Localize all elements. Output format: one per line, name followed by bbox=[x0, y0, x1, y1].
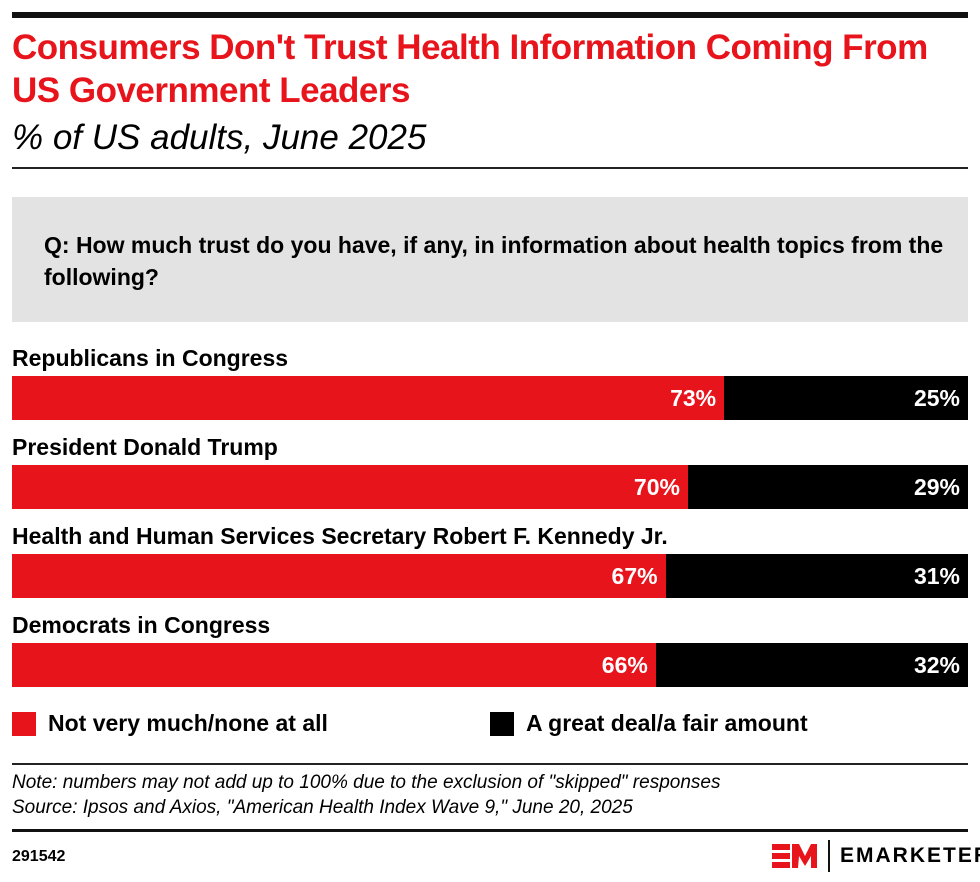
bar-not-very-much: 67% bbox=[12, 554, 666, 598]
bar-great-deal: 29% bbox=[687, 465, 968, 509]
bar-row: 70% 29% bbox=[12, 465, 968, 509]
question-box bbox=[12, 197, 968, 322]
bar-not-very-much: 70% bbox=[12, 465, 688, 509]
legend-label: Not very much/none at all bbox=[48, 710, 328, 736]
brand-name: EMARKETER bbox=[840, 844, 980, 867]
bar-great-deal: 32% bbox=[655, 643, 968, 687]
em-logo-icon bbox=[772, 844, 817, 868]
logo-separator bbox=[828, 840, 830, 872]
data-label: 66% bbox=[601, 651, 648, 678]
chart-subtitle: % of US adults, June 2025 bbox=[12, 118, 427, 157]
legend-label: A great deal/a fair amount bbox=[526, 710, 808, 736]
chart-id: 291542 bbox=[12, 848, 66, 865]
source: Source: Ipsos and Axios, "American Healt… bbox=[12, 797, 633, 818]
category-label: Democrats in Congress bbox=[12, 612, 271, 638]
note: Note: numbers may not add up to 100% due… bbox=[12, 772, 721, 793]
bar-not-very-much: 66% bbox=[12, 643, 656, 687]
data-label: 25% bbox=[913, 384, 960, 411]
legend-item-not-very-much: Not very much/none at all bbox=[12, 710, 328, 737]
bottom-rule bbox=[12, 829, 968, 832]
data-label: 32% bbox=[913, 651, 960, 678]
bar-great-deal: 31% bbox=[665, 554, 968, 598]
bar-row: 66% 32% bbox=[12, 643, 968, 687]
divider bbox=[12, 763, 968, 765]
bar-row: 67% 31% bbox=[12, 554, 968, 598]
emarketer-logo: EMARKETER bbox=[772, 840, 980, 872]
category-label: Health and Human Services Secretary Robe… bbox=[12, 523, 668, 549]
top-rule bbox=[12, 12, 968, 18]
bar-row: 73% 25% bbox=[12, 376, 968, 420]
legend-swatch bbox=[12, 711, 36, 736]
category-label: Republicans in Congress bbox=[12, 345, 289, 371]
data-label: 67% bbox=[611, 562, 658, 589]
data-label: 31% bbox=[913, 562, 960, 589]
data-label: 70% bbox=[633, 473, 680, 500]
legend-swatch bbox=[490, 711, 514, 736]
legend-item-great-deal: A great deal/a fair amount bbox=[490, 710, 808, 737]
bar-great-deal: 25% bbox=[724, 376, 968, 420]
chart-title: Consumers Don't Trust Health Information… bbox=[12, 28, 928, 110]
data-label: 29% bbox=[913, 473, 960, 500]
divider bbox=[12, 167, 968, 169]
question-text: Q: How much trust do you have, if any, i… bbox=[44, 232, 944, 290]
data-label: 73% bbox=[670, 384, 717, 411]
category-label: President Donald Trump bbox=[12, 434, 278, 460]
bar-not-very-much: 73% bbox=[12, 376, 725, 420]
